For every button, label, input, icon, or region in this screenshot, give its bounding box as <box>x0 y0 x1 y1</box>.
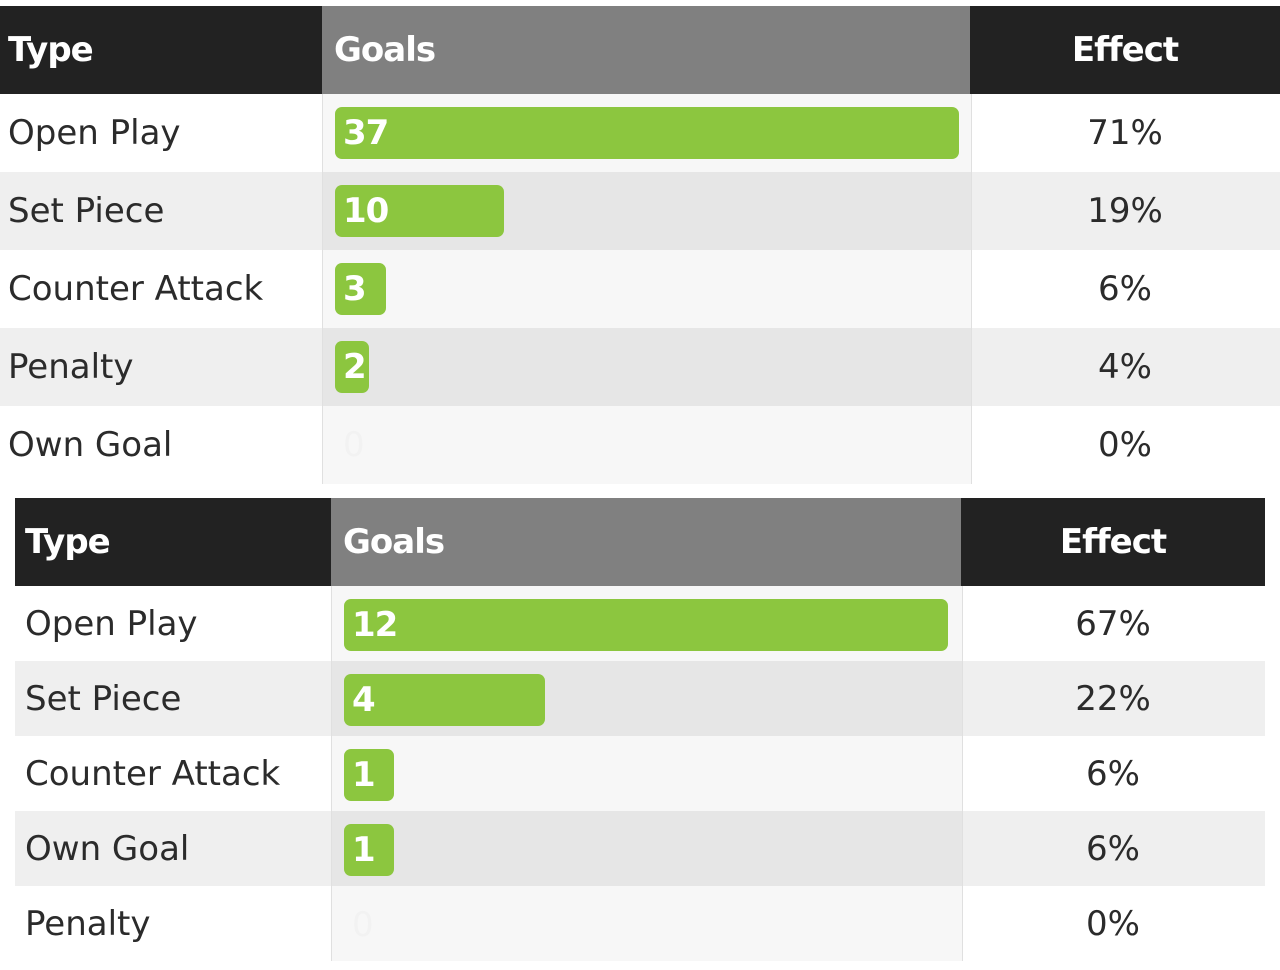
goals-value-label: 37 <box>343 113 389 153</box>
effect-cell: 67% <box>1075 603 1151 644</box>
effect-cell: 71% <box>1087 113 1163 153</box>
goals-table-1: Type Goals Effect Open Play 37 71% Set Piece 10… <box>0 6 1280 484</box>
goals-bar <box>335 107 959 159</box>
goals-bar <box>344 674 546 726</box>
effect-cell: 0% <box>1086 903 1140 944</box>
type-cell: Penalty <box>25 903 151 944</box>
effect-cell: 6% <box>1098 269 1152 309</box>
goals-bar <box>344 824 395 876</box>
type-cell: Own Goal <box>25 828 190 869</box>
goals-cell: 0 <box>322 406 972 484</box>
goals-value-label: 0 <box>352 905 374 945</box>
goals-bar <box>335 263 386 315</box>
header-goals: Goals <box>331 498 961 586</box>
effect-cell: 0% <box>1098 425 1152 465</box>
type-cell: Set Piece <box>25 678 182 719</box>
goals-value-label: 2 <box>343 347 367 387</box>
type-cell: Open Play <box>25 603 198 644</box>
table-row: Counter Attack 3 6% <box>0 250 1280 328</box>
table-row: Open Play 12 67% <box>15 586 1265 661</box>
table-row: Counter Attack 1 6% <box>15 736 1265 811</box>
goals-cell: 10 <box>322 172 972 250</box>
table-row: Set Piece 4 22% <box>15 661 1265 736</box>
table-row: Own Goal 0 0% <box>0 406 1280 484</box>
goals-cell: 4 <box>331 661 963 736</box>
goals-value-label: 4 <box>352 680 376 720</box>
goals-cell: 1 <box>331 811 963 886</box>
goals-value-label: 0 <box>343 425 365 465</box>
effect-cell: 6% <box>1086 753 1140 794</box>
goals-value-label: 12 <box>352 605 398 645</box>
goals-cell: 2 <box>322 328 972 406</box>
table-row: Open Play 37 71% <box>0 94 1280 172</box>
table-row: Set Piece 10 19% <box>0 172 1280 250</box>
type-cell: Open Play <box>8 113 181 153</box>
effect-cell: 19% <box>1087 191 1163 231</box>
header-effect: Effect <box>970 6 1280 94</box>
goals-value-label: 3 <box>343 269 367 309</box>
goals-table-2: Type Goals Effect Open Play 12 67% Set Piece 4 2… <box>15 498 1265 961</box>
type-cell: Counter Attack <box>25 753 281 794</box>
goals-value-label: 10 <box>343 191 389 231</box>
goals-value-label: 1 <box>352 755 376 795</box>
effect-cell: 4% <box>1098 347 1152 387</box>
table-row: Own Goal 1 6% <box>15 811 1265 886</box>
table-row: Penalty 0 0% <box>15 886 1265 961</box>
goals-cell: 3 <box>322 250 972 328</box>
goals-cell: 1 <box>331 736 963 811</box>
goals-value-label: 1 <box>352 830 376 870</box>
header-goals: Goals <box>322 6 970 94</box>
type-cell: Set Piece <box>8 191 165 231</box>
goals-cell: 0 <box>331 886 963 961</box>
goals-cell: 12 <box>331 586 963 661</box>
type-cell: Penalty <box>8 347 134 387</box>
type-cell: Counter Attack <box>8 269 264 309</box>
effect-cell: 6% <box>1086 828 1140 869</box>
header-type: Type <box>15 498 331 586</box>
header-type: Type <box>0 6 322 94</box>
effect-cell: 22% <box>1075 678 1151 719</box>
table-row: Penalty 2 4% <box>0 328 1280 406</box>
goals-bar <box>344 599 948 651</box>
header-effect: Effect <box>961 498 1265 586</box>
goals-bar <box>344 749 395 801</box>
goals-bar <box>335 341 369 393</box>
type-cell: Own Goal <box>8 425 173 465</box>
goals-cell: 37 <box>322 94 972 172</box>
goals-bar <box>335 185 504 237</box>
